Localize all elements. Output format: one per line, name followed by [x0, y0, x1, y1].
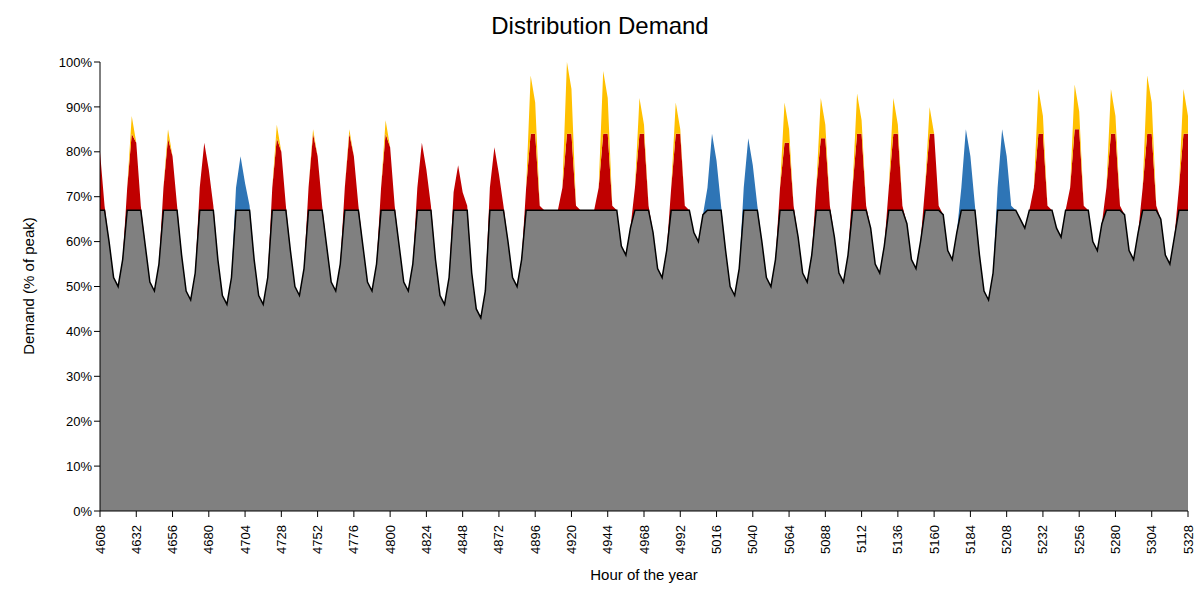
- svg-text:5232: 5232: [1035, 525, 1050, 554]
- svg-text:5136: 5136: [890, 525, 905, 554]
- svg-text:4968: 4968: [637, 525, 652, 554]
- svg-text:5184: 5184: [963, 525, 978, 554]
- svg-text:4992: 4992: [673, 525, 688, 554]
- html-text:Distribution Demand: Distribution Demand: [491, 12, 709, 39]
- svg-text:4920: 4920: [564, 525, 579, 554]
- svg-text:4872: 4872: [491, 525, 506, 554]
- html-text:Demand (% of peak): Demand (% of peak): [19, 217, 37, 355]
- svg-text:5280: 5280: [1108, 525, 1123, 554]
- svg-text:4824: 4824: [419, 525, 434, 554]
- svg-text:5256: 5256: [1072, 525, 1087, 554]
- svg-text:40%: 40%: [66, 324, 92, 339]
- svg-text:4896: 4896: [528, 525, 543, 554]
- svg-text:5040: 5040: [745, 525, 760, 554]
- svg-text:30%: 30%: [66, 369, 92, 384]
- svg-text:5328: 5328: [1181, 525, 1193, 554]
- svg-text:70%: 70%: [66, 189, 92, 204]
- svg-text:4704: 4704: [238, 525, 253, 554]
- svg-text:5088: 5088: [818, 525, 833, 554]
- svg-text:4632: 4632: [129, 525, 144, 554]
- svg-text:20%: 20%: [66, 414, 92, 429]
- svg-text:4776: 4776: [346, 525, 361, 554]
- html-text:Hour of the year: Hour of the year: [590, 566, 698, 583]
- svg-text:10%: 10%: [66, 459, 92, 474]
- svg-text:0%: 0%: [73, 504, 92, 519]
- svg-text:80%: 80%: [66, 144, 92, 159]
- svg-text:4752: 4752: [310, 525, 325, 554]
- svg-text:50%: 50%: [66, 279, 92, 294]
- svg-text:4728: 4728: [274, 525, 289, 554]
- svg-text:5112: 5112: [854, 525, 869, 553]
- svg-text:4944: 4944: [600, 525, 615, 554]
- svg-text:4680: 4680: [201, 525, 216, 554]
- svg-text:4800: 4800: [383, 525, 398, 554]
- svg-text:60%: 60%: [66, 234, 92, 249]
- svg-text:5304: 5304: [1144, 525, 1159, 554]
- svg-text:5016: 5016: [709, 525, 724, 554]
- svg-text:90%: 90%: [66, 100, 92, 115]
- svg-text:4608: 4608: [93, 525, 108, 554]
- svg-text:5208: 5208: [999, 525, 1014, 554]
- svg-text:4656: 4656: [165, 525, 180, 554]
- svg-text:100%: 100%: [59, 55, 93, 70]
- svg-text:4848: 4848: [455, 525, 470, 554]
- svg-text:5160: 5160: [927, 525, 942, 554]
- svg-text:5064: 5064: [782, 525, 797, 554]
